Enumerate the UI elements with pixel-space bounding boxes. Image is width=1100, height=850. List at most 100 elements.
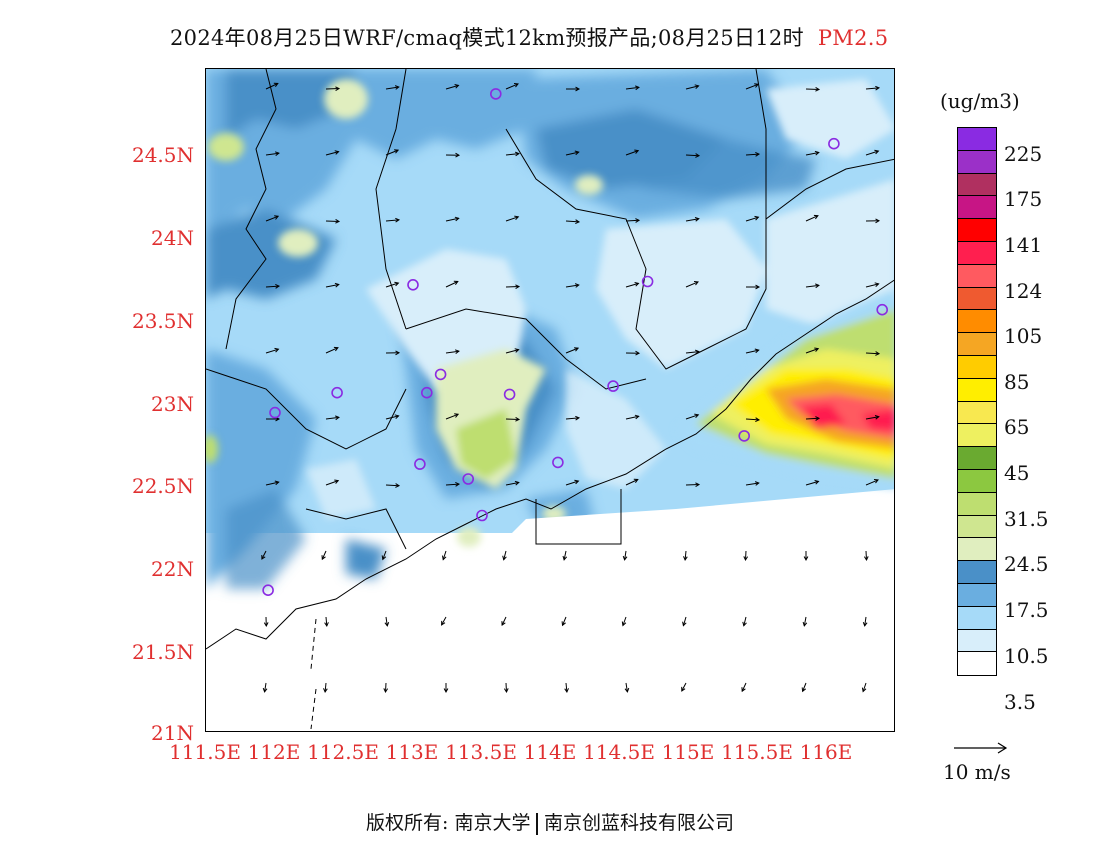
wind-vector	[625, 149, 640, 156]
station-marker	[414, 458, 426, 470]
wind-vector	[325, 150, 340, 156]
station-marker	[503, 388, 516, 401]
wind-vector	[803, 551, 809, 562]
station-marker	[262, 584, 274, 597]
wind-vector	[745, 83, 760, 90]
station-marker	[462, 473, 475, 485]
legend-unit: (ug/m3)	[940, 89, 1020, 113]
station-marker	[641, 275, 654, 288]
color-bar-segment	[958, 128, 996, 151]
wind-vector	[805, 480, 820, 486]
pm25-map	[205, 68, 895, 732]
wind-vector	[265, 82, 279, 90]
wind-vector	[685, 217, 700, 222]
color-bar-segment	[958, 629, 996, 653]
lat-tick-label: 22.5N	[131, 474, 194, 498]
wind-vector	[683, 550, 688, 562]
lon-tick-label: 113E	[385, 740, 439, 764]
wind-vector	[325, 86, 341, 92]
copyright-prefix: 版权所有:	[366, 812, 449, 834]
station-marker	[269, 406, 281, 419]
wind-vector	[505, 348, 520, 354]
legend-label: 65	[1004, 415, 1030, 439]
wind-vector	[865, 351, 881, 356]
station-marker	[421, 386, 433, 399]
wind-vector	[445, 84, 460, 90]
legend-label: 105	[1004, 324, 1043, 348]
wind-vector	[503, 682, 509, 694]
wind-vector	[381, 550, 387, 561]
wind-vector	[802, 616, 808, 627]
wind-vector	[385, 414, 400, 420]
wind-vector	[445, 413, 460, 420]
wind-vector	[505, 83, 519, 90]
legend-label: 45	[1004, 461, 1030, 485]
wind-vector	[745, 417, 761, 423]
wind-vector	[565, 479, 580, 486]
lon-tick-label: 114.5E	[583, 740, 655, 764]
wind-vector	[445, 280, 459, 288]
station-marker	[607, 380, 619, 392]
color-bar-segment	[958, 333, 996, 356]
wind-vector	[805, 214, 819, 222]
wind-vector	[323, 682, 328, 694]
wind-vector	[265, 151, 280, 156]
wind-vector	[625, 218, 641, 223]
color-bar-segment	[958, 424, 996, 448]
lat-tick-label: 24.5N	[131, 143, 194, 167]
color-bar-segment	[958, 561, 996, 584]
lon-tick-label: 112E	[247, 740, 301, 764]
wind-vector	[505, 151, 520, 157]
wind-vector	[385, 483, 401, 488]
wind-vector	[565, 415, 581, 421]
stations-layer	[262, 88, 889, 597]
color-bar-segment	[958, 355, 996, 379]
wind-vector	[865, 415, 880, 420]
wind-vector	[745, 481, 760, 486]
legend-label: 85	[1004, 370, 1030, 394]
wind-vector	[325, 479, 340, 486]
wind-vector	[502, 550, 507, 561]
wind-vector	[625, 414, 640, 420]
color-bar	[957, 127, 997, 677]
wind-vector	[625, 478, 639, 486]
color-bar-segment	[958, 515, 996, 539]
station-marker	[476, 509, 488, 522]
wind-vector	[385, 281, 400, 288]
wind-vector	[445, 349, 460, 355]
wind-vector	[745, 151, 761, 157]
map-canvas	[206, 69, 894, 731]
color-bar-segment	[958, 583, 996, 607]
wind-vector	[265, 283, 281, 289]
wind-vector	[566, 86, 581, 92]
wind-vector	[385, 217, 401, 223]
copyright-org-1: 南京大学	[454, 812, 531, 834]
copyright-footer: 版权所有: 南京大学 南京创蓝科技有限公司	[0, 808, 1100, 835]
wind-vector	[862, 616, 868, 627]
wind-vector	[445, 152, 461, 158]
wind-vector	[561, 616, 567, 627]
color-bar-segment	[958, 264, 996, 288]
wind-vector	[622, 550, 628, 561]
color-bar-segment	[958, 287, 996, 311]
title-species: PM2.5	[817, 26, 889, 50]
station-marker	[489, 88, 502, 100]
color-bar-segment	[958, 219, 996, 242]
wind-vector	[325, 282, 340, 288]
wind-vector	[263, 616, 269, 628]
lat-tick-label: 22N	[151, 557, 194, 581]
footer-separator	[536, 813, 538, 835]
wind-vector	[682, 616, 687, 627]
color-bar-segment	[958, 492, 996, 516]
wind-vector	[565, 219, 581, 225]
wind-vector	[565, 150, 580, 156]
station-marker	[331, 386, 343, 399]
wind-vector	[685, 413, 700, 420]
color-bar-segment	[958, 150, 996, 174]
wind-vector	[385, 85, 400, 90]
wind-vector	[685, 349, 700, 355]
lon-tick-label: 114E	[523, 740, 577, 764]
wind-vector	[624, 682, 630, 693]
wind-vector	[565, 347, 580, 354]
legend-label: 3.5	[1004, 690, 1036, 714]
